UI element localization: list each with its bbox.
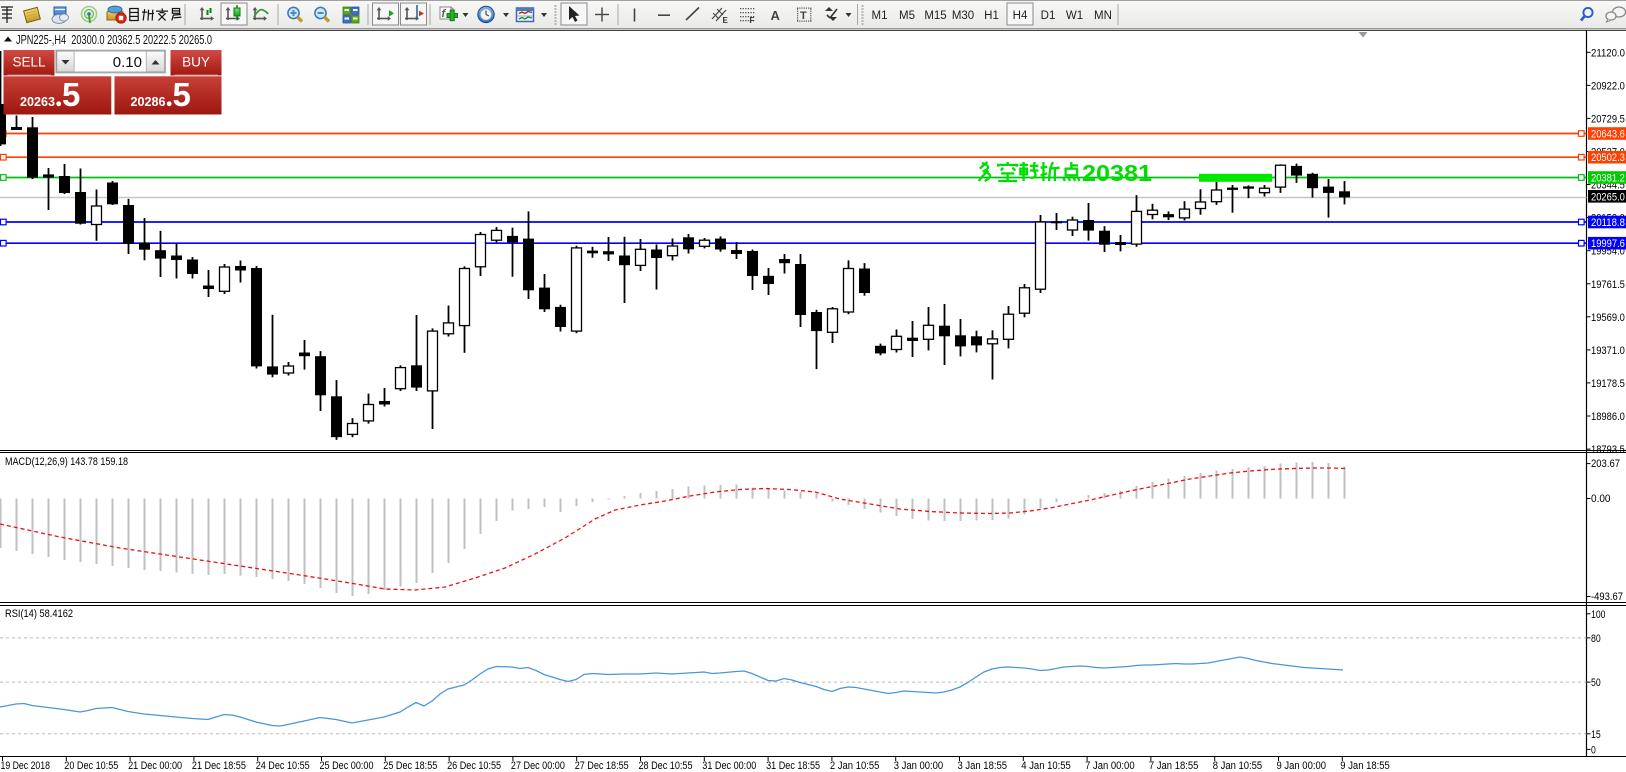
svg-text:5: 5 [173,76,191,113]
svg-text:28 Dec 10:55: 28 Dec 10:55 [639,760,693,772]
svg-text:20 Dec 10:55: 20 Dec 10:55 [64,760,118,772]
svg-text:8 Jan 10:55: 8 Jan 10:55 [1213,760,1263,772]
svg-text:20502.3: 20502.3 [1591,152,1625,164]
svg-text:5: 5 [62,76,80,113]
svg-text:SELL: SELL [12,55,46,70]
svg-text:15: 15 [1591,729,1601,741]
svg-text:19 Dec 2018: 19 Dec 2018 [1,760,51,772]
svg-text:T: T [800,10,807,22]
svg-text:2 Jan 10:55: 2 Jan 10:55 [830,760,880,772]
svg-text:M15: M15 [924,10,946,22]
svg-text:M30: M30 [952,10,974,22]
svg-text:H1: H1 [984,10,999,22]
svg-text:20118.8: 20118.8 [1591,217,1625,229]
svg-text:100: 100 [1591,609,1606,621]
svg-text:31 Dec 00:00: 31 Dec 00:00 [702,760,756,772]
svg-text:BUY: BUY [182,55,210,70]
svg-text:25 Dec 00:00: 25 Dec 00:00 [320,760,374,772]
svg-text:0: 0 [1591,744,1596,756]
svg-text:18986.0: 18986.0 [1591,411,1625,423]
svg-text:21120.0: 21120.0 [1591,47,1625,59]
svg-text:19761.5: 19761.5 [1591,279,1625,291]
svg-text:24 Dec 10:55: 24 Dec 10:55 [256,760,310,772]
svg-text:3 Jan 18:55: 3 Jan 18:55 [958,760,1008,772]
svg-text:20729.5: 20729.5 [1591,113,1625,125]
svg-text:9 Jan 18:55: 9 Jan 18:55 [1340,760,1390,772]
svg-text:19178.5: 19178.5 [1591,378,1625,390]
svg-text:W1: W1 [1066,10,1083,22]
svg-text:20381.2: 20381.2 [1591,173,1625,185]
svg-text:80: 80 [1591,633,1601,645]
svg-text:0.00: 0.00 [1591,493,1611,505]
svg-text:7 Jan 18:55: 7 Jan 18:55 [1149,760,1199,772]
svg-text:19371.0: 19371.0 [1591,345,1625,357]
svg-text:7 Jan 00:00: 7 Jan 00:00 [1085,760,1135,772]
svg-text:H4: H4 [1013,10,1028,22]
svg-text:D1: D1 [1041,10,1056,22]
svg-text:19569.0: 19569.0 [1591,312,1625,324]
svg-text:F: F [750,16,755,25]
svg-text:9 Jan 00:00: 9 Jan 00:00 [1277,760,1327,772]
svg-text:21 Dec 18:55: 21 Dec 18:55 [192,760,246,772]
svg-text:MN: MN [1094,10,1112,22]
svg-text:27 Dec 00:00: 27 Dec 00:00 [511,760,565,772]
svg-text:E: E [723,16,729,25]
svg-text:26 Dec 10:55: 26 Dec 10:55 [447,760,501,772]
svg-text:19997.6: 19997.6 [1591,238,1625,250]
svg-text:20643.6: 20643.6 [1591,129,1625,141]
svg-text:MACD(12,26,9) 143.78 159.18: MACD(12,26,9) 143.78 159.18 [5,456,128,468]
svg-text:31 Dec 18:55: 31 Dec 18:55 [766,760,820,772]
svg-text:203.67: 203.67 [1591,458,1620,470]
svg-text:JPN225-,H4 20300.0 20362.5 20: JPN225-,H4 20300.0 20362.5 20222.5 20265… [16,33,212,47]
svg-text:27 Dec 18:55: 27 Dec 18:55 [575,760,629,772]
svg-text:M1: M1 [872,10,888,22]
svg-text:-493.67: -493.67 [1591,591,1623,603]
svg-text:3 Jan 00:00: 3 Jan 00:00 [894,760,944,772]
svg-text:f: f [442,8,447,20]
svg-text:50: 50 [1591,677,1601,689]
svg-text:4 Jan 10:55: 4 Jan 10:55 [1021,760,1071,772]
svg-text:18793.5: 18793.5 [1591,444,1625,456]
svg-text:20922.0: 20922.0 [1591,80,1625,92]
svg-text:21 Dec 00:00: 21 Dec 00:00 [128,760,182,772]
svg-text:20286: 20286 [131,95,166,109]
svg-text:A: A [771,8,781,23]
svg-text:M5: M5 [899,10,915,22]
svg-text:20265.0: 20265.0 [1591,191,1625,203]
svg-text:25 Dec 18:55: 25 Dec 18:55 [383,760,437,772]
svg-text:0.10: 0.10 [113,54,142,71]
svg-text:RSI(14) 58.4162: RSI(14) 58.4162 [5,608,73,620]
svg-text:20263: 20263 [20,95,55,109]
svg-text:20381: 20381 [1082,160,1152,186]
